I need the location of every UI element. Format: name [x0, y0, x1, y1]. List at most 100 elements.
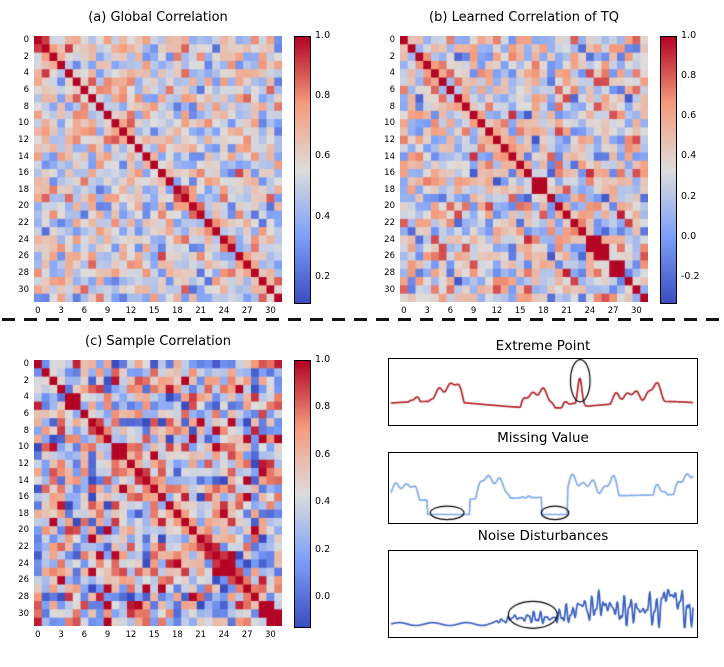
- tick-label: 0: [35, 306, 41, 316]
- tick-label: 24: [384, 234, 395, 245]
- tick-label: 30: [18, 284, 29, 295]
- y-axis-ticks-learned: 0 2 4 6 8 10 12 14 16 18 20 22 24 26 28 30: [368, 35, 398, 302]
- colorbar-learned-correlation: [660, 36, 677, 304]
- tick-label: 18: [171, 306, 183, 316]
- tick-label: 27: [607, 306, 619, 316]
- tick-label: 0: [23, 35, 29, 46]
- tick-label: 3: [58, 630, 64, 640]
- tick-label: 22: [18, 218, 29, 229]
- tick-label: 9: [470, 306, 477, 316]
- tick-label: 24: [18, 234, 29, 245]
- tick-label: 15: [148, 306, 160, 316]
- tick-label: 0.6: [315, 150, 331, 162]
- x-axis-ticks-sample: 0 3 6 9 12 15 18 21 24 27 30: [34, 629, 282, 641]
- tick-label: 24: [218, 630, 230, 640]
- tick-label: 2: [23, 51, 29, 62]
- tick-label: 0.6: [681, 110, 697, 122]
- tick-label: 15: [148, 630, 160, 640]
- tick-label: 3: [424, 306, 430, 316]
- tick-label: 0.8: [315, 401, 331, 412]
- tick-label: 8: [23, 101, 29, 112]
- tick-label: 3: [58, 306, 64, 316]
- chart-title-learned-correlation: (b) Learned Correlation of TQ: [429, 10, 619, 25]
- tick-label: 0: [389, 35, 395, 46]
- tick-label: 6: [81, 630, 88, 640]
- tick-label: 12: [125, 306, 137, 316]
- tick-label: 16: [18, 168, 29, 179]
- y-axis-ticks-global: 0 2 4 6 8 10 12 14 16 18 20 22 24 26 28 30: [2, 35, 32, 302]
- tick-label: 18: [537, 306, 549, 316]
- tick-label: 15: [514, 306, 526, 316]
- tick-label: 0.0: [315, 591, 331, 602]
- tick-label: 27: [241, 306, 253, 316]
- lineplot-extreme-point: [388, 358, 698, 426]
- tick-label: 0.8: [681, 69, 697, 81]
- tick-label: 28: [384, 267, 395, 278]
- dashed-separator: [2, 318, 722, 321]
- tick-label: 6: [23, 85, 29, 96]
- y-axis-ticks-sample: 0 2 4 6 8 10 12 14 16 18 20 22 24 26 28 30: [2, 359, 32, 626]
- tick-label: -0.2: [681, 271, 700, 283]
- tick-label: 12: [384, 134, 395, 145]
- tick-label: 18: [171, 630, 183, 640]
- tick-label: 8: [23, 425, 29, 436]
- tick-label: 30: [630, 306, 642, 316]
- tick-label: 18: [18, 508, 29, 519]
- tick-label: 26: [18, 251, 29, 262]
- tick-label: 6: [81, 306, 88, 316]
- tick-label: 20: [384, 201, 395, 212]
- tick-label: 1.0: [681, 29, 697, 41]
- tick-label: 30: [264, 630, 276, 640]
- tick-label: 0.4: [681, 150, 697, 162]
- tick-label: 4: [23, 68, 29, 79]
- tick-label: 9: [104, 306, 111, 316]
- tick-label: 0: [401, 306, 407, 316]
- tick-label: 6: [447, 306, 454, 316]
- tick-label: 14: [18, 475, 29, 486]
- tick-label: 16: [18, 492, 29, 503]
- tick-label: 27: [241, 630, 253, 640]
- tick-label: 0.4: [315, 496, 331, 507]
- tick-label: 26: [18, 575, 29, 586]
- tick-label: 10: [18, 442, 29, 453]
- tick-label: 4: [389, 68, 395, 79]
- heatmap-learned-correlation: [400, 36, 648, 302]
- tick-label: 6: [389, 85, 395, 96]
- colorbar-ticks-global: 1.0 0.8 0.6 0.4 0.2: [315, 30, 351, 302]
- lineplot-noise-disturbances: [388, 550, 698, 638]
- tick-label: 21: [195, 630, 207, 640]
- tick-label: 0.6: [315, 448, 331, 460]
- tick-label: 24: [584, 306, 596, 316]
- tick-label: 30: [18, 608, 29, 619]
- tick-label: 18: [384, 184, 395, 195]
- tick-label: 1.0: [315, 353, 331, 365]
- tick-label: 28: [18, 591, 29, 602]
- tick-label: 26: [384, 251, 395, 262]
- tick-label: 0.2: [315, 271, 331, 283]
- tick-label: 9: [104, 630, 111, 640]
- chart-title-sample-correlation: (c) Sample Correlation: [85, 334, 231, 349]
- tick-label: 12: [18, 458, 29, 469]
- tick-label: 14: [384, 151, 395, 162]
- x-axis-ticks-global: 0 3 6 9 12 15 18 21 24 27 30: [34, 305, 282, 317]
- tick-label: 18: [18, 184, 29, 195]
- chart-title-noise-disturbances: Noise Disturbances: [477, 528, 609, 544]
- tick-label: 12: [18, 134, 29, 145]
- tick-label: 0: [35, 630, 41, 640]
- tick-label: 0: [23, 359, 29, 370]
- lineplot-canvas-noise-disturbances: [389, 551, 695, 635]
- tick-label: 8: [389, 101, 395, 112]
- tick-label: 12: [125, 630, 137, 640]
- tick-label: 12: [491, 306, 503, 316]
- tick-label: 6: [23, 409, 29, 420]
- tick-label: 1.0: [315, 29, 331, 41]
- tick-label: 30: [264, 306, 276, 316]
- tick-label: 14: [18, 151, 29, 162]
- tick-label: 0.0: [681, 231, 697, 242]
- tick-label: 28: [18, 267, 29, 278]
- colorbar-ticks-learned: 1.0 0.8 0.6 0.4 0.2 0.0 -0.2: [681, 30, 717, 302]
- lineplot-missing-value: [388, 452, 698, 524]
- colorbar-ticks-sample: 1.0 0.8 0.6 0.4 0.2 0.0: [315, 354, 351, 626]
- heatmap-sample-correlation: [34, 360, 282, 626]
